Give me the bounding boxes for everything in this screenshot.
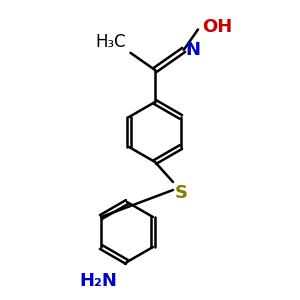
Text: N: N (186, 41, 201, 59)
Text: H₂N: H₂N (79, 272, 117, 290)
Text: S: S (175, 184, 188, 202)
Text: OH: OH (202, 18, 232, 36)
Text: H₃C: H₃C (96, 33, 126, 51)
